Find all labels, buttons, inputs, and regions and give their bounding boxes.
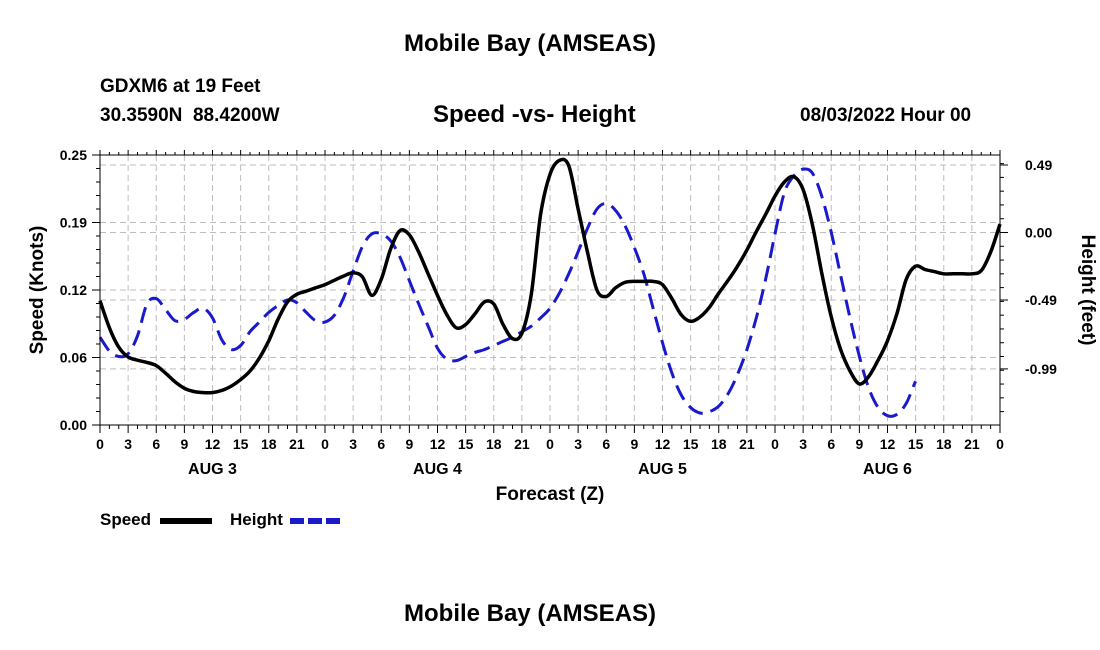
y-tick-label: 0.00 xyxy=(60,417,87,433)
y-tick-label: 0.19 xyxy=(60,215,87,231)
x-tick-label: 21 xyxy=(289,436,305,452)
series-lines xyxy=(98,157,1002,418)
x-tick-label: 9 xyxy=(180,436,188,452)
x-tick-label: 18 xyxy=(711,436,727,452)
x-tick-label: 21 xyxy=(739,436,755,452)
x-tick-label: 15 xyxy=(908,436,924,452)
x-tick-label: 9 xyxy=(855,436,863,452)
x-tick-label: 0 xyxy=(771,436,779,452)
x-tick-label: 3 xyxy=(799,436,807,452)
legend-speed-label: Speed xyxy=(100,510,152,529)
day-label: AUG 3 xyxy=(188,461,237,478)
legend-height-swatch xyxy=(290,518,342,524)
x-tick-label: 12 xyxy=(880,436,896,452)
y2-tick-label: 0.49 xyxy=(1025,157,1052,173)
x-tick-label: 21 xyxy=(964,436,980,452)
x-tick-label: 6 xyxy=(602,436,610,452)
y-tick-label: 0.25 xyxy=(60,147,87,163)
y2-tick-label: -0.49 xyxy=(1025,292,1057,308)
x-tick-label: 3 xyxy=(349,436,357,452)
speed-series-line xyxy=(98,157,1002,395)
x-axis-title: Forecast (Z) xyxy=(496,484,605,505)
x-tick-label: 3 xyxy=(574,436,582,452)
day-label: AUG 4 xyxy=(413,461,462,478)
y-axis-title: Speed (Knots) xyxy=(27,226,48,355)
x-tick-label: 15 xyxy=(683,436,699,452)
y-tick-label: 0.12 xyxy=(60,282,87,298)
x-tick-label: 15 xyxy=(233,436,249,452)
x-tick-label: 9 xyxy=(630,436,638,452)
day-label: AUG 5 xyxy=(638,461,687,478)
tick-labels: 0 3 6 9 12 15 18 21 0 3 6 9 12 15 18 21 0 3 6 9 12 15 18 21 0 3 6 9… xyxy=(60,147,1057,478)
y2-tick-label: -0.99 xyxy=(1025,361,1057,377)
x-tick-label: 18 xyxy=(936,436,952,452)
x-tick-label: 0 xyxy=(546,436,554,452)
station-label: GDXM6 at 19 Feet xyxy=(100,76,261,97)
page-title: Mobile Bay (AMSEAS) xyxy=(404,30,657,57)
x-tick-label: 15 xyxy=(458,436,474,452)
x-tick-label: 18 xyxy=(261,436,277,452)
x-tick-label: 12 xyxy=(430,436,446,452)
height-series-line xyxy=(98,167,917,418)
x-tick-label: 21 xyxy=(514,436,530,452)
x-tick-label: 9 xyxy=(405,436,413,452)
plot-frame xyxy=(99,154,1001,426)
forecast-date-label: 08/03/2022 Hour 00 xyxy=(800,105,972,126)
y2-axis-title: Height (feet) xyxy=(1077,235,1098,346)
x-tick-label: 3 xyxy=(124,436,132,452)
x-tick-label: 0 xyxy=(96,436,104,452)
x-tick-label: 6 xyxy=(152,436,160,452)
x-tick-label: 12 xyxy=(655,436,671,452)
x-tick-label: 18 xyxy=(486,436,502,452)
x-tick-label: 6 xyxy=(377,436,385,452)
y-tick-label: 0.06 xyxy=(60,350,87,366)
legend-speed-swatch xyxy=(160,518,212,524)
coordinates-label: 30.3590N 88.4200W xyxy=(100,105,280,126)
x-tick-label: 12 xyxy=(205,436,221,452)
legend-height-label: Height xyxy=(230,510,283,529)
y2-tick-label: 0.00 xyxy=(1025,225,1052,241)
chart-title: Speed -vs- Height xyxy=(433,101,636,128)
x-tick-label: 0 xyxy=(321,436,329,452)
bottom-title: Mobile Bay (AMSEAS) xyxy=(404,600,657,627)
x-tick-label: 0 xyxy=(996,436,1004,452)
x-tick-label: 6 xyxy=(827,436,835,452)
day-label: AUG 6 xyxy=(863,461,912,478)
